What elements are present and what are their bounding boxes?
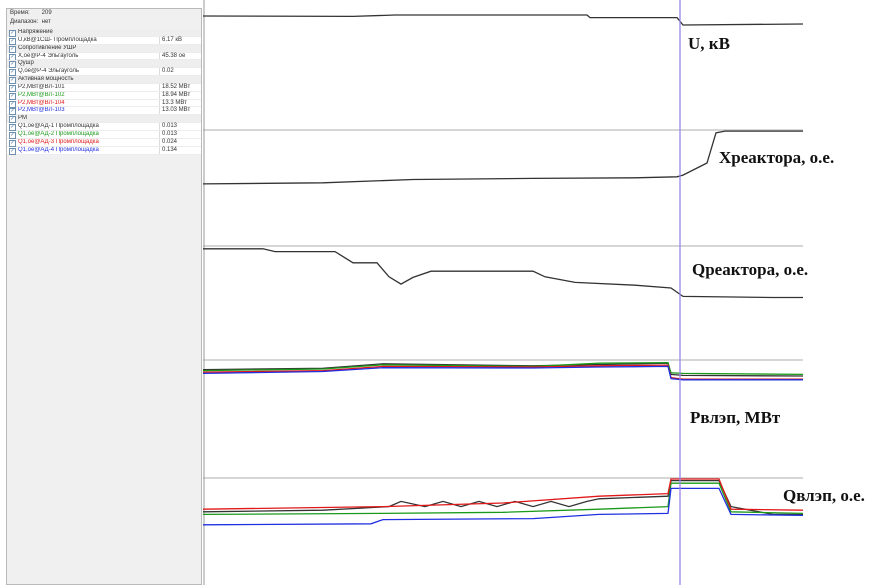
signal-name: Q1,ое@АД-3 Промплощадка <box>18 138 99 145</box>
signal-checkbox[interactable]: ✓ <box>9 92 16 100</box>
signal-checkbox[interactable]: ✓ <box>9 61 16 69</box>
signal-checkbox[interactable]: ✓ <box>9 69 16 77</box>
signal-checkbox[interactable]: ✓ <box>9 147 16 155</box>
signal-checkbox[interactable]: ✓ <box>9 84 16 92</box>
signal-checkbox[interactable]: ✓ <box>9 100 16 108</box>
signal-row[interactable]: ✓ P2,МВт@ВЛ-104 13.3 МВт <box>7 99 201 108</box>
signal-name: Сопротивление УШР <box>18 44 77 51</box>
signal-value: 0.013 <box>159 130 200 138</box>
signal-checkbox[interactable]: ✓ <box>9 45 16 53</box>
range-value: нет <box>41 19 51 25</box>
signal-name: P2,МВт@ВЛ-102 <box>18 91 65 98</box>
channel-label-x: Xреактора, о.е. <box>719 148 835 167</box>
series-line <box>203 365 803 381</box>
signal-group-row[interactable]: ✓ PM <box>7 115 201 124</box>
time-label: Время: <box>10 10 30 16</box>
signal-value: 0.013 <box>159 123 200 130</box>
signal-value: 13.03 МВт <box>159 107 200 115</box>
signal-row[interactable]: ✓ Q1,ое@АД-3 Промплощадка 0.024 <box>7 138 201 147</box>
signal-row[interactable]: ✓ P2,МВт@ВЛ-101 18.52 МВт <box>7 83 201 92</box>
signal-row[interactable]: ✓ Q1,ое@АД-1 Промплощадка 0.013 <box>7 123 201 132</box>
signal-checkbox[interactable]: ✓ <box>9 30 16 37</box>
signal-checkbox[interactable]: ✓ <box>9 108 16 116</box>
series-line <box>203 364 803 380</box>
signal-row[interactable]: ✓ P2,МВт@ВЛ-103 13.03 МВт <box>7 107 201 116</box>
signal-name: Qушр <box>18 60 34 67</box>
series-line <box>203 130 803 185</box>
channel-label-p: Pвлэп, МВт <box>690 408 781 427</box>
signal-group-row[interactable]: ✓ Сопротивление УШР <box>7 44 201 53</box>
signal-name: U,кВ@1СШ- Промплощадка <box>18 36 97 43</box>
range-row: Диапазон: нет <box>7 18 201 27</box>
signal-name: P2,МВт@ВЛ-101 <box>18 83 65 90</box>
series-line <box>203 482 804 516</box>
signal-name: PM <box>18 115 27 122</box>
time-value: 209 <box>41 10 52 16</box>
series-line <box>203 487 804 526</box>
signal-value: 13.3 МВт <box>159 99 200 107</box>
signal-value: 0.024 <box>159 138 200 146</box>
signal-value: 18.94 МВт <box>159 91 200 99</box>
series-line <box>203 361 804 376</box>
signal-value: 18.52 МВт <box>159 83 200 91</box>
signal-name: Q1,ое@АД-4 Промплощадка <box>18 146 99 153</box>
plot-area[interactable]: U, кВ Xреактора, о.е. Qреактора, о.е. Pв… <box>203 0 890 585</box>
channel-label-u: U, кВ <box>688 34 730 53</box>
channel-label-q-line: Qвлэп, о.е. <box>783 486 865 505</box>
series-line <box>203 14 804 26</box>
signal-table: Время: 209 Диапазон: нет ✓ Напряжение ✓ U,к… <box>6 8 202 585</box>
signal-group-row[interactable]: ✓ Qушр <box>7 60 201 69</box>
series-line <box>203 362 804 377</box>
trend-chart[interactable] <box>203 0 890 585</box>
signal-checkbox[interactable]: ✓ <box>9 77 16 85</box>
signal-name: Активная мощность <box>18 76 74 83</box>
signal-checkbox[interactable]: ✓ <box>9 139 16 147</box>
series-line <box>203 478 804 511</box>
signal-checkbox[interactable]: ✓ <box>9 37 16 45</box>
signal-row[interactable]: ✓ Q1,ое@АД-2 Промплощадка 0.013 <box>7 130 201 139</box>
channel-label-q-reactor: Qреактора, о.е. <box>692 260 809 279</box>
signal-row[interactable]: ✓ P2,МВт@ВЛ-102 18.94 МВт <box>7 91 201 100</box>
signal-name: Q,ое@Р-4 Эльгауголь <box>18 68 80 75</box>
series-line <box>203 479 803 516</box>
signal-group-row[interactable]: ✓ Напряжение <box>7 29 201 37</box>
signal-value: 0.02 <box>159 68 200 76</box>
signal-name: X,ое@Р-4 Эльгауголь <box>18 52 79 59</box>
signal-name: P2,МВт@ВЛ-103 <box>18 107 65 114</box>
time-row: Время: 209 <box>7 9 201 18</box>
signal-row[interactable]: ✓ Q,ое@Р-4 Эльгауголь 0.02 <box>7 68 201 77</box>
signal-checkbox[interactable]: ✓ <box>9 124 16 132</box>
signal-row[interactable]: ✓ X,ое@Р-4 Эльгауголь 45.38 ое <box>7 52 201 61</box>
signal-row[interactable]: ✓ Q1,ое@АД-4 Промплощадка 0.134 <box>7 146 201 155</box>
signal-name: Q1,ое@АД-1 Промплощадка <box>18 123 99 130</box>
signal-row[interactable]: ✓ U,кВ@1СШ- Промплощадка 6.17 кВ <box>7 36 201 45</box>
signal-group-row[interactable]: ✓ Активная мощность <box>7 76 201 85</box>
signal-name: Q1,ое@АД-2 Промплощадка <box>18 130 99 137</box>
signal-checkbox[interactable]: ✓ <box>9 53 16 61</box>
signal-value: 0.134 <box>159 146 200 154</box>
signal-checkbox[interactable]: ✓ <box>9 131 16 139</box>
signal-name: P2,МВт@ВЛ-104 <box>18 99 65 106</box>
signal-name: Напряжение <box>18 29 53 35</box>
signal-list: ✓ Напряжение ✓ U,кВ@1СШ- Промплощадка 6.17 к… <box>7 29 201 155</box>
series-line <box>203 248 803 299</box>
signal-value: 45.38 ое <box>159 52 200 60</box>
signal-value: 6.17 кВ <box>159 36 200 44</box>
signal-checkbox[interactable]: ✓ <box>9 116 16 124</box>
range-label: Диапазон: <box>10 19 39 25</box>
